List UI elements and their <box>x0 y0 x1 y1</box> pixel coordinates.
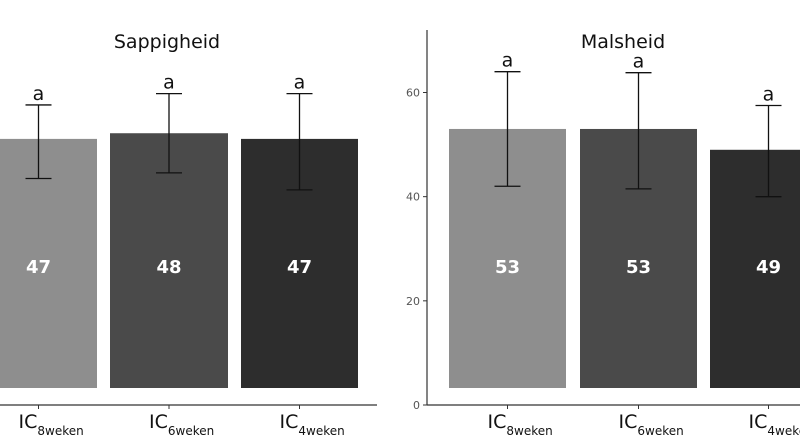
bar-value-label: 48 <box>156 257 181 278</box>
x-tick-label: IC4weken <box>749 411 800 438</box>
bar <box>0 138 97 388</box>
x-tick-label-subscript: 8weken <box>37 424 83 438</box>
bar-value-label: 47 <box>26 257 51 278</box>
significance-letter: a <box>163 72 175 94</box>
chart-panel-1: Sappigheid47aIC8weken48aIC6weken47aIC4we… <box>0 31 377 438</box>
bar-value-label: 49 <box>756 257 781 278</box>
x-tick-label: IC6weken <box>149 411 214 438</box>
x-tick-label-subscript: 6weken <box>637 424 683 438</box>
significance-letter: a <box>33 83 45 105</box>
x-tick-label: IC8weken <box>488 411 553 438</box>
bar-value-label: 47 <box>287 257 312 278</box>
chart-panel-2: Malsheid020406053aIC8weken53aIC6weken49a… <box>406 30 800 438</box>
significance-letter: a <box>294 72 306 94</box>
x-tick-label-main: IC <box>749 411 768 433</box>
bar-value-label: 53 <box>626 257 651 278</box>
y-tick-label: 60 <box>406 87 420 100</box>
bar <box>110 133 228 388</box>
significance-letter: a <box>633 51 645 73</box>
x-tick-label-subscript: 8weken <box>506 424 552 438</box>
x-tick-label-subscript: 6weken <box>168 424 214 438</box>
x-tick-label: IC4weken <box>280 411 345 438</box>
bar-value-label: 53 <box>495 257 520 278</box>
x-tick-label-subscript: 4weken <box>767 424 800 438</box>
significance-letter: a <box>502 50 514 72</box>
x-tick-label-main: IC <box>488 411 507 433</box>
x-tick-label: IC6weken <box>619 411 684 438</box>
x-tick-label: IC8weken <box>19 411 84 438</box>
y-tick-label: 20 <box>406 295 420 308</box>
x-tick-label-main: IC <box>19 411 38 433</box>
chart-title: Malsheid <box>581 31 665 53</box>
bar <box>710 149 800 388</box>
x-tick-label-subscript: 4weken <box>298 424 344 438</box>
y-tick-label: 0 <box>413 399 420 412</box>
x-tick-label-main: IC <box>619 411 638 433</box>
significance-letter: a <box>763 84 775 106</box>
y-tick-label: 40 <box>406 191 420 204</box>
x-tick-label-main: IC <box>149 411 168 433</box>
x-tick-label-main: IC <box>280 411 299 433</box>
chart-title: Sappigheid <box>114 31 220 53</box>
